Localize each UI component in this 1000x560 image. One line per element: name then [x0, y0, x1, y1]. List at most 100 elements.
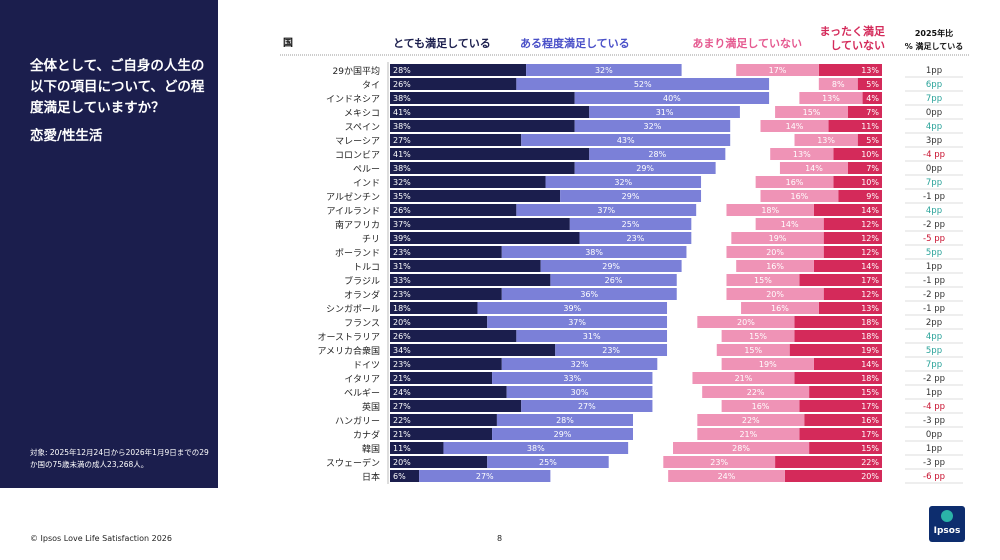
stacked-bar-chart: 国 とても満足している ある程度満足している あまり満足していない まったく満足していな… — [280, 24, 970, 484]
bar-segment — [390, 120, 575, 132]
country-label: スペイン — [345, 123, 380, 133]
bar-segment — [390, 456, 488, 468]
bar-value-label: 6% — [393, 472, 406, 481]
bar-segment — [390, 288, 502, 300]
bar-value-label: 40% — [663, 94, 681, 103]
bar-value-label: 25% — [622, 220, 640, 229]
bar-segment — [492, 372, 653, 384]
bar-segment — [501, 288, 677, 300]
country-label: オランダ — [344, 289, 380, 301]
bar-segment — [390, 358, 502, 370]
bar-value-label: 31% — [656, 108, 674, 117]
country-label: オーストラリア — [317, 332, 380, 343]
bar-value-label: 29% — [622, 192, 640, 201]
bar-value-label: 21% — [393, 430, 411, 439]
bar-value-label: 23% — [627, 234, 645, 243]
legend-not-at-all-line2: していない — [830, 39, 885, 52]
bar-value-label: 23% — [393, 290, 411, 299]
bar-value-label: 35% — [393, 192, 411, 201]
bar-value-label: 16% — [771, 304, 789, 313]
bar-segment — [770, 148, 834, 160]
bar-value-label: 22% — [393, 416, 411, 425]
bar-segment — [813, 358, 882, 370]
change-value: 4pp — [926, 206, 942, 216]
bar-value-label: 30% — [571, 388, 589, 397]
change-value: 1pp — [926, 262, 942, 272]
footer-source: © Ipsos Love Life Satisfaction 2026 — [30, 534, 172, 543]
bar-value-label: 18% — [861, 374, 879, 383]
bar-value-label: 41% — [393, 108, 411, 117]
change-value: -5 pp — [923, 234, 945, 244]
bar-value-label: 19% — [769, 234, 787, 243]
bar-value-label: 15% — [861, 388, 879, 397]
bar-segment — [390, 134, 522, 146]
bar-segment — [760, 120, 829, 132]
bar-value-label: 20% — [766, 248, 784, 257]
bar-segment — [443, 442, 629, 454]
bar-value-label: 38% — [393, 94, 411, 103]
bar-segment — [818, 78, 858, 90]
bar-value-label: 16% — [752, 402, 770, 411]
bar-segment — [847, 106, 882, 118]
bar-segment — [721, 330, 795, 342]
bar-segment — [794, 134, 858, 146]
change-value: -2 pp — [923, 374, 945, 384]
bar-value-label: 18% — [393, 304, 411, 313]
bar-value-label: 26% — [393, 206, 411, 215]
bar-segment — [589, 148, 726, 160]
bar-value-label: 13% — [793, 150, 811, 159]
bar-value-label: 29% — [554, 430, 572, 439]
change-value: 0pp — [926, 108, 942, 118]
bar-segment — [726, 246, 824, 258]
bar-value-label: 21% — [739, 430, 757, 439]
bar-value-label: 14% — [861, 262, 879, 271]
country-label: インド — [353, 179, 380, 189]
bar-segment — [492, 428, 633, 440]
bar-value-label: 8% — [832, 80, 845, 89]
bar-segment — [390, 372, 493, 384]
bar-segment — [521, 400, 653, 412]
bar-value-label: 22% — [747, 388, 765, 397]
bar-segment — [390, 148, 590, 160]
bar-value-label: 29% — [636, 164, 654, 173]
bar-segment — [799, 400, 882, 412]
change-header-line1: 2025年比 — [915, 28, 953, 38]
bar-segment — [794, 316, 882, 328]
country-label: アメリカ合衆国 — [317, 345, 380, 357]
bar-segment — [726, 274, 800, 286]
bar-segment — [755, 218, 824, 230]
bar-value-label: 27% — [578, 402, 596, 411]
bar-value-label: 16% — [786, 178, 804, 187]
country-label: ベルギー — [344, 388, 380, 399]
bar-value-label: 14% — [861, 206, 879, 215]
country-label: ペルー — [353, 165, 380, 175]
bar-segment — [574, 92, 770, 104]
change-value: -4 pp — [923, 402, 945, 412]
bar-segment — [390, 316, 488, 328]
bar-segment — [716, 344, 790, 356]
bar-value-label: 13% — [861, 66, 879, 75]
bar-segment — [390, 246, 502, 258]
bar-value-label: 16% — [861, 416, 879, 425]
bar-segment — [779, 162, 848, 174]
bar-value-label: 16% — [790, 192, 808, 201]
bar-segment — [390, 414, 497, 426]
bar-segment — [736, 260, 814, 272]
bar-value-label: 31% — [583, 332, 601, 341]
change-value: 1pp — [926, 444, 942, 454]
country-label: フランス — [344, 318, 380, 329]
bar-segment — [731, 232, 824, 244]
bar-value-label: 19% — [861, 346, 879, 355]
bar-value-label: 28% — [556, 416, 574, 425]
bar-segment — [726, 288, 824, 300]
bar-value-label: 20% — [393, 458, 411, 467]
bar-value-label: 28% — [393, 66, 411, 75]
bar-value-label: 4% — [866, 94, 879, 103]
country-label: チリ — [362, 234, 380, 245]
bar-value-label: 14% — [781, 220, 799, 229]
legend-somewhat-satisfied: ある程度満足している — [520, 36, 630, 50]
bar-value-label: 13% — [861, 304, 879, 313]
bar-value-label: 18% — [861, 332, 879, 341]
change-value: 7pp — [926, 178, 942, 188]
bar-segment — [823, 218, 882, 230]
